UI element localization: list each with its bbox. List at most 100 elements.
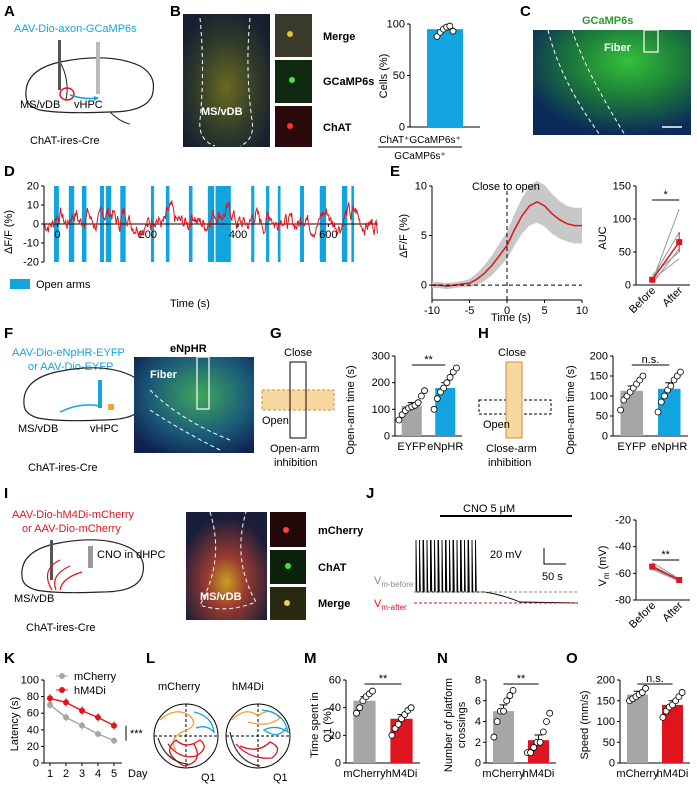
panel-a-virus: AAV-Dio-axon-GCaMP6s bbox=[14, 23, 137, 35]
data-point bbox=[667, 382, 675, 390]
vm-before-label: Vm-before bbox=[374, 575, 414, 589]
chart-H-y-tick-label: 150 bbox=[590, 371, 608, 383]
panel-j-cno: CNO 5 μM bbox=[463, 503, 515, 515]
panel-i-mcherry: mCherry bbox=[318, 525, 364, 537]
paired-line bbox=[651, 562, 680, 580]
panel-m-ylabel1: Time spent in bbox=[309, 692, 321, 758]
chart-g: 0 100 200 300 EYFP eNpHR ** bbox=[372, 351, 464, 454]
chart-e-trace: 0 5 10 -10 -5 0 5 10 bbox=[415, 181, 588, 318]
closed-arm-inhibited bbox=[505, 361, 523, 439]
panel-l-label2: hM4Di bbox=[232, 681, 264, 693]
chart-B-y-tick-label: 0 bbox=[399, 122, 405, 134]
chart-k: 0 20 40 60 80 100 1 2 3 4 5 Day mCherry hM4Di *** bbox=[21, 671, 148, 780]
panel-f-mouse: ChAT-ires-Cre bbox=[28, 462, 97, 474]
data-point bbox=[659, 713, 667, 721]
chart-K-y-tick-label: 80 bbox=[27, 691, 39, 703]
series-point bbox=[47, 701, 53, 708]
chart-K-x-tick-label: 5 bbox=[111, 768, 117, 780]
panel-b-merge: Merge bbox=[323, 31, 355, 43]
chart-m: 0 20 40 60 mCherry hM4Di ** bbox=[329, 673, 420, 780]
chart-K-y-tick-label: 0 bbox=[33, 758, 39, 770]
paired-line bbox=[651, 208, 680, 282]
x-tick-label: After bbox=[660, 284, 685, 309]
chart-H-y-tick-label: 100 bbox=[590, 391, 608, 403]
panel-j-ylabel-sub: m bbox=[602, 572, 611, 579]
data-point bbox=[394, 720, 402, 728]
data-point bbox=[617, 406, 624, 414]
panel-label-a: A bbox=[4, 3, 15, 20]
x-tick-label: hM4Di bbox=[657, 768, 689, 780]
series-point bbox=[63, 714, 69, 721]
chart-M-y-tick-label: 20 bbox=[329, 730, 341, 742]
data-point bbox=[490, 733, 498, 741]
panel-l-q1-b: Q1 bbox=[273, 772, 288, 784]
x-tick-label: mCherry bbox=[482, 768, 525, 780]
chart-K-y-tick-label: 40 bbox=[27, 724, 39, 736]
x-tick-label: eNpHR bbox=[651, 441, 687, 453]
layer-outline-f bbox=[149, 389, 231, 451]
chart-N-y-tick-label: 4 bbox=[475, 716, 481, 728]
significance-label: ** bbox=[517, 673, 526, 685]
vm-before-symbol: V bbox=[374, 575, 382, 587]
water-maze-hm4di bbox=[225, 703, 291, 769]
paired-line bbox=[651, 248, 680, 284]
enphr-micrograph bbox=[134, 357, 254, 453]
water-maze-mcherry bbox=[153, 703, 219, 769]
data-point bbox=[509, 686, 517, 694]
chart-e-auc: 0 50 100 150 Before After * bbox=[613, 181, 690, 316]
panel-m-ylabel2: Q1 (%) bbox=[322, 708, 334, 743]
panel-g-close: Close bbox=[284, 347, 312, 359]
chat-cell-i bbox=[285, 563, 291, 569]
significance-label: ** bbox=[424, 354, 433, 366]
data-point bbox=[453, 364, 460, 372]
chart-D-y-tick-label: 10 bbox=[27, 200, 39, 212]
data-point bbox=[446, 22, 454, 30]
chart-G-y-tick-label: 200 bbox=[372, 377, 390, 389]
data-point bbox=[356, 704, 364, 712]
data-point bbox=[407, 704, 415, 712]
panel-h-ylabel: Open-arm time (s) bbox=[565, 365, 577, 454]
panel-b-chat: ChAT bbox=[323, 122, 352, 134]
panel-j-ylabel-unit: (mV) bbox=[597, 546, 609, 573]
series-point bbox=[63, 699, 69, 706]
panel-i-virus2: or AAV-Dio-mCherry bbox=[22, 523, 121, 535]
data-point bbox=[493, 718, 501, 725]
data-point bbox=[433, 395, 441, 403]
chart-G-y-tick-label: 100 bbox=[372, 404, 390, 416]
panel-a-region2: vHPC bbox=[74, 99, 103, 111]
panel-g-ylabel: Open-arm time (s) bbox=[345, 365, 357, 454]
x-tick-label: EYFP bbox=[617, 441, 646, 453]
x-tick-label: hM4Di bbox=[523, 768, 555, 780]
chart-b: 0 50 100 Cells (%) bbox=[378, 19, 480, 134]
data-point bbox=[654, 408, 662, 416]
chart-E-y-tick-label: 10 bbox=[415, 181, 427, 193]
panel-d-ylabel: ΔF/F (%) bbox=[3, 210, 15, 254]
panel-i-mouse: ChAT-ires-Cre bbox=[26, 622, 95, 634]
chart-B-y-tick-label: 50 bbox=[393, 70, 405, 82]
legend-label: hM4Di bbox=[74, 685, 106, 697]
panel-j-scale-t: 50 s bbox=[542, 571, 563, 583]
data-point bbox=[543, 718, 550, 725]
chart-E-x-tick-label: 0 bbox=[504, 305, 510, 317]
panel-f-image-label: eNpHR bbox=[170, 343, 207, 355]
significance-label: ** bbox=[661, 549, 670, 561]
data-point bbox=[527, 749, 534, 757]
chart-K-y-tick-label: 20 bbox=[27, 741, 39, 753]
series-point bbox=[111, 722, 117, 729]
chart-D-x-tick-label: 400 bbox=[229, 229, 247, 241]
data-point bbox=[642, 684, 649, 692]
panel-a-region1: MS/vDB bbox=[20, 99, 60, 111]
chart-M-y-tick-label: 60 bbox=[329, 675, 341, 687]
ms-vdb-micrograph bbox=[183, 14, 270, 147]
vm-after-subscript: m-after bbox=[381, 603, 407, 612]
x-tick-label: mCherry bbox=[616, 768, 659, 780]
data-point bbox=[414, 399, 422, 407]
panel-b-numerator: ChAT⁺GCaMP6s⁺ bbox=[379, 135, 461, 146]
paired-line bbox=[651, 258, 680, 281]
chart-G-y-tick-label: 300 bbox=[372, 351, 390, 363]
chart-J-y-tick-label: -80 bbox=[615, 595, 631, 607]
chart-E-y-tick-label: 5 bbox=[421, 230, 427, 242]
panel-f-virus2: or AAV-Dio-EYFP bbox=[28, 361, 113, 373]
chart-D-x-tick-label: 600 bbox=[319, 229, 337, 241]
